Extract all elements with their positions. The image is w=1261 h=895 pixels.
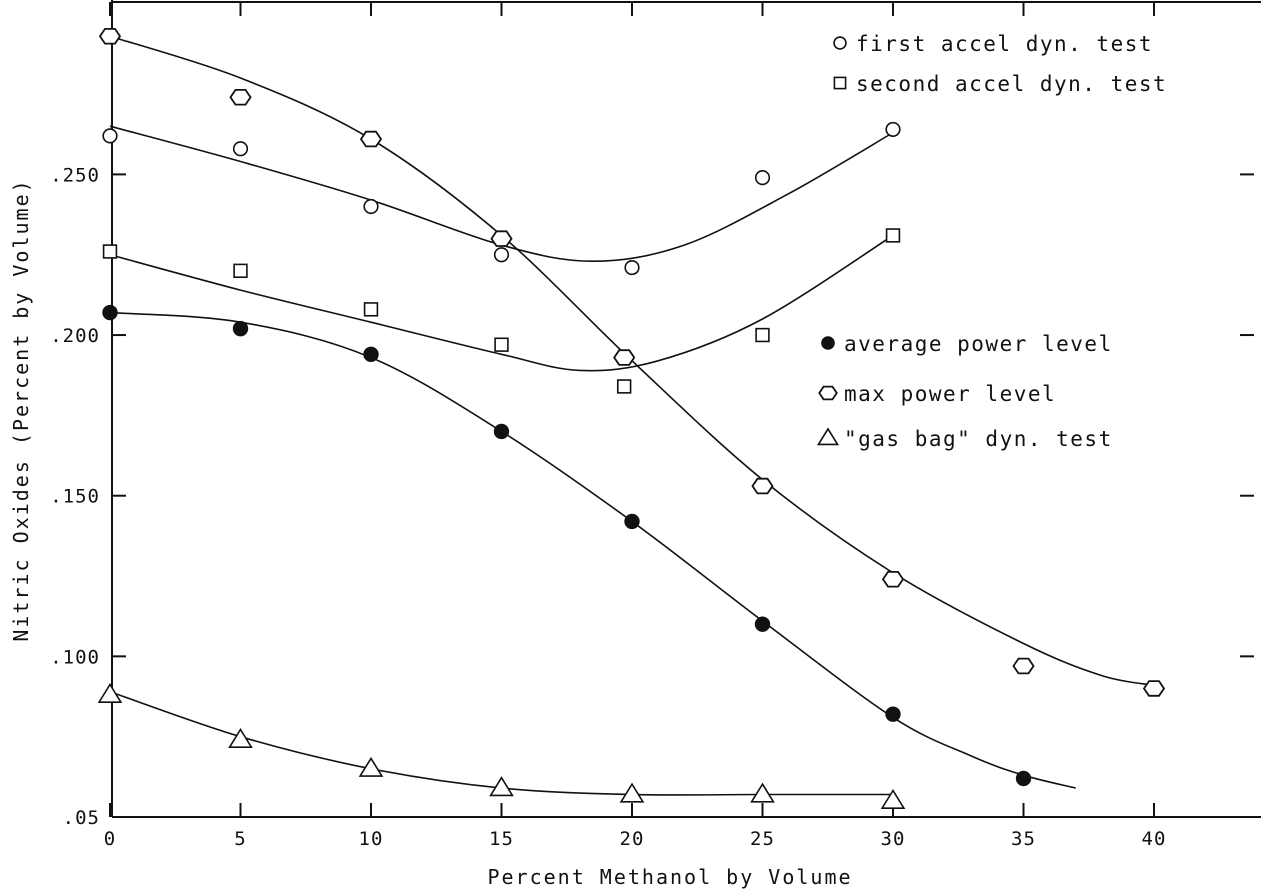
- point-max-power-level: [229, 89, 252, 106]
- point-max-power-level: [490, 230, 513, 247]
- point-average-power-level: [1015, 770, 1032, 787]
- y-axis-title: Nitric Oxides (Percent by Volume): [9, 178, 33, 641]
- point-gas-bag-dyn-test: [750, 782, 775, 803]
- x-tick-label: 30: [881, 828, 906, 850]
- point-average-power-level: [232, 320, 249, 337]
- point-first-accel-dyn-test: [363, 198, 379, 215]
- y-tick-label: .250: [50, 164, 100, 186]
- legend-label-first-accel-dyn-test: first accel dyn. test: [856, 32, 1153, 56]
- point-average-power-level: [754, 616, 771, 632]
- curve-average-power-level: [109, 311, 1076, 789]
- point-gas-bag-dyn-test: [619, 782, 645, 803]
- x-tick-label: 15: [489, 828, 514, 850]
- x-tick-label: 20: [620, 828, 645, 850]
- x-tick-label: 35: [1011, 828, 1036, 850]
- point-second-accel-dyn-test: [102, 244, 118, 259]
- legend-label-gas-bag-dyn-test: "gas bag" dyn. test: [844, 427, 1113, 451]
- legend-marker-first-accel-dyn-test: [833, 36, 847, 50]
- legend: first accel dyn. test second accel dyn. t…: [816, 32, 1167, 451]
- x-tick-label: 5: [234, 828, 246, 850]
- point-max-power-level: [359, 130, 383, 148]
- point-average-power-level: [885, 706, 901, 722]
- y-tick-label: .100: [50, 646, 100, 668]
- x-axis-ticks: 0 5 10 15 20 25 30 35 40: [104, 2, 1167, 850]
- point-max-power-level: [1142, 680, 1166, 697]
- x-tick-label: 25: [750, 828, 775, 850]
- point-first-accel-dyn-test: [493, 247, 510, 263]
- point-second-accel-dyn-test: [494, 337, 509, 352]
- point-average-power-level: [624, 513, 640, 530]
- y-tick-label: .150: [50, 486, 100, 508]
- legend-marker-second-accel-dyn-test: [833, 76, 847, 90]
- x-tick-label: 0: [104, 828, 116, 850]
- y-tick-label: .05: [63, 807, 100, 829]
- point-max-power-level: [1012, 657, 1035, 675]
- point-gas-bag-dyn-test: [880, 788, 906, 810]
- point-average-power-level: [363, 346, 379, 363]
- point-first-accel-dyn-test: [102, 128, 118, 144]
- point-average-power-level: [493, 423, 510, 440]
- curve-second-accel-dyn-test: [109, 234, 894, 372]
- point-max-power-level: [881, 571, 905, 588]
- fitted-curves: [109, 35, 1155, 796]
- legend-marker-average-power-level: [821, 336, 835, 350]
- x-tick-label: 40: [1142, 828, 1167, 850]
- point-max-power-level: [613, 349, 636, 366]
- point-first-accel-dyn-test: [754, 170, 771, 186]
- y-axis-ticks: .05 .100 .150 .200 .250: [50, 164, 1254, 829]
- point-gas-bag-dyn-test: [358, 756, 384, 777]
- point-max-power-level: [751, 477, 774, 495]
- legend-label-second-accel-dyn-test: second accel dyn. test: [856, 72, 1167, 96]
- x-axis-title: Percent Methanol by Volume: [487, 865, 852, 889]
- legend-label-max-power-level: max power level: [844, 382, 1056, 406]
- legend-marker-gas-bag-dyn-test: [816, 427, 840, 446]
- point-first-accel-dyn-test: [232, 141, 249, 157]
- point-second-accel-dyn-test: [885, 228, 901, 243]
- point-first-accel-dyn-test: [624, 259, 640, 276]
- point-gas-bag-dyn-test: [489, 776, 514, 797]
- x-tick-label: 10: [359, 828, 384, 850]
- legend-marker-max-power-level: [818, 385, 838, 401]
- curve-first-accel-dyn-test: [109, 125, 894, 263]
- point-second-accel-dyn-test: [755, 327, 770, 343]
- point-first-accel-dyn-test: [885, 121, 901, 138]
- point-gas-bag-dyn-test: [97, 682, 123, 704]
- point-gas-bag-dyn-test: [228, 727, 253, 749]
- y-tick-label: .200: [50, 325, 100, 347]
- point-second-accel-dyn-test: [233, 263, 248, 278]
- point-average-power-level: [102, 304, 118, 321]
- curve-max-power-level: [109, 35, 1155, 687]
- plot-frame: [111, 0, 1261, 818]
- point-second-accel-dyn-test: [363, 302, 379, 317]
- data-markers: [97, 27, 1166, 810]
- point-max-power-level: [98, 27, 122, 45]
- legend-label-average-power-level: average power level: [844, 332, 1113, 356]
- point-second-accel-dyn-test: [616, 379, 632, 394]
